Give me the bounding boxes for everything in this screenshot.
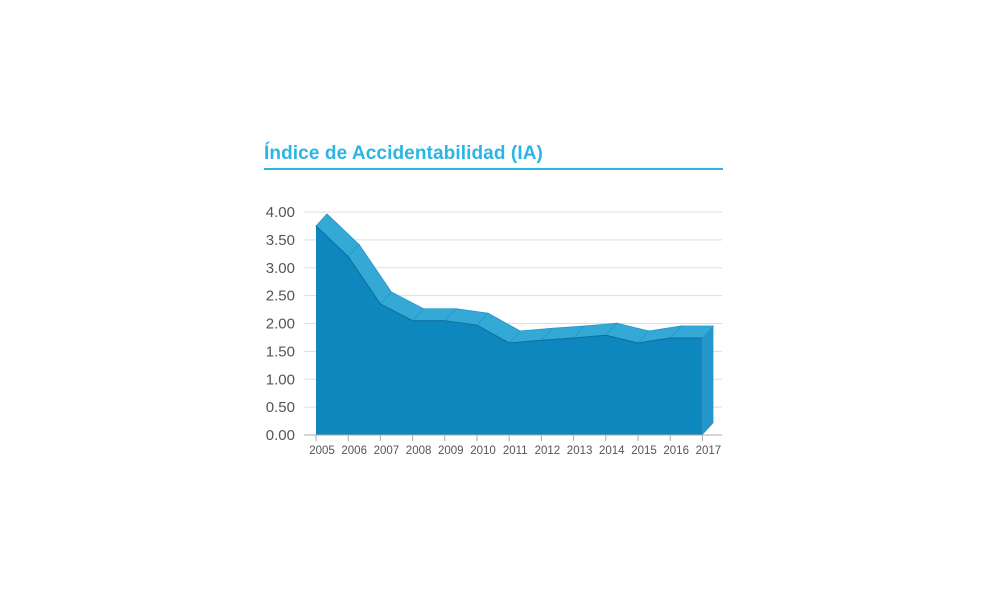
area-series [315, 213, 715, 435]
x-tick-label: 2008 [406, 445, 432, 457]
area-side-face [702, 325, 714, 435]
x-tick-label: 2017 [696, 445, 722, 457]
area-series-line [315, 225, 703, 344]
x-tick-label: 2005 [309, 445, 335, 457]
x-tick-label: 2015 [631, 445, 657, 457]
x-tick-label: 2007 [374, 445, 400, 457]
chart-title: Índice de Accidentabilidad (IA) [264, 143, 543, 164]
y-tick-label: 0.50 [266, 399, 295, 416]
y-tick-label: 1.00 [266, 371, 295, 388]
x-tick-label: 2010 [470, 445, 496, 457]
y-tick-label: 1.50 [266, 343, 295, 360]
y-tick-label: 0.00 [266, 427, 295, 444]
y-tick-label: 4.00 [266, 204, 295, 221]
x-tick-label: 2014 [599, 445, 625, 457]
x-tick-label: 2013 [567, 445, 593, 457]
y-tick-label: 3.00 [266, 260, 295, 277]
x-tick-label: 2006 [341, 445, 367, 457]
x-tick-label: 2016 [663, 445, 689, 457]
y-tick-label: 2.00 [266, 316, 295, 333]
x-tick-label: 2011 [503, 445, 528, 457]
y-tick-label: 3.50 [266, 232, 295, 249]
y-axis-tick-labels: 0.00 0.50 1.00 1.50 2.00 2.50 3.00 3.50 4.00 [266, 204, 295, 444]
area-front-face [316, 225, 703, 435]
x-tick-label: 2012 [535, 445, 561, 457]
title-underline [264, 168, 723, 170]
y-tick-label: 2.50 [266, 288, 295, 305]
x-tick-label: 2009 [438, 445, 464, 457]
axes [304, 434, 722, 441]
x-axis-tick-labels: 2005 2006 2007 2008 2009 2010 2011 2012 2013 2014… [309, 445, 721, 457]
